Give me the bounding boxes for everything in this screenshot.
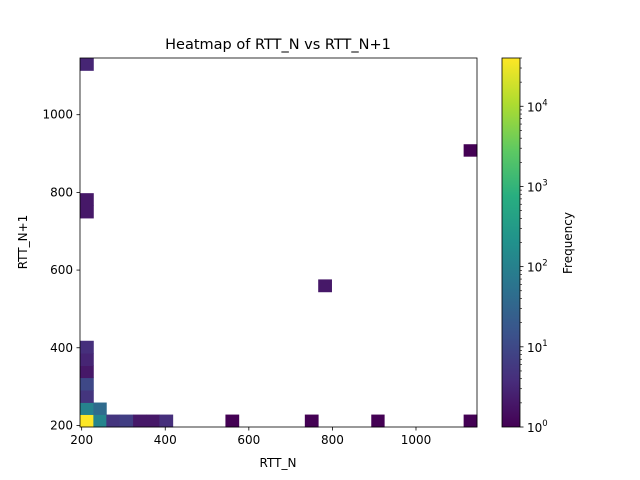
- heatmap-cell: [119, 414, 134, 428]
- y-tick-label: 400: [50, 341, 73, 355]
- heatmap-cell: [93, 414, 107, 428]
- heatmap-cell: [225, 414, 240, 428]
- heatmap-cell: [463, 144, 478, 157]
- x-tick-label: 600: [237, 433, 260, 447]
- y-axis-label: RTT_N+1: [16, 215, 30, 270]
- colorbar-label: Frequency: [561, 212, 575, 274]
- x-tick-label: 1000: [401, 433, 432, 447]
- heatmap-cell: [80, 58, 94, 71]
- heatmap-cell: [80, 340, 94, 354]
- chart-title: Heatmap of RTT_N vs RTT_N+1: [165, 37, 391, 53]
- heatmap-cell: [93, 402, 107, 415]
- colorbar-tick-label: 102: [527, 259, 548, 275]
- heatmap-cell: [80, 205, 94, 219]
- heatmap-cells: [80, 58, 478, 428]
- colorbar-tick-label: 103: [527, 178, 548, 194]
- heatmap-cell: [80, 365, 94, 379]
- colorbar-tick-label: 104: [527, 98, 548, 114]
- heatmap-cell: [80, 402, 94, 415]
- x-tick-label: 200: [70, 433, 93, 447]
- plot-frame: [79, 57, 478, 428]
- heatmap-cell: [106, 414, 121, 428]
- colorbar: 100 101 102 103 104 Frequency: [501, 57, 575, 435]
- x-axis-label: RTT_N: [260, 456, 297, 470]
- y-tick-label: 800: [50, 185, 73, 199]
- y-tick-label: 200: [50, 418, 73, 432]
- heatmap-cell: [133, 414, 147, 428]
- y-axis-ticks: 200 400 600 800 1000: [42, 108, 80, 432]
- x-tick-label: 800: [321, 433, 344, 447]
- x-tick-label: 400: [154, 433, 177, 447]
- heatmap-cell: [146, 414, 160, 428]
- heatmap-cell: [371, 414, 385, 428]
- colorbar-tick-label: 100: [527, 419, 548, 435]
- plot-background: [80, 58, 477, 427]
- heatmap-cell: [463, 414, 478, 428]
- heatmap-cell: [80, 390, 94, 403]
- y-tick-label: 600: [50, 263, 73, 277]
- colorbar-tick-label: 101: [527, 339, 548, 355]
- y-tick-label: 1000: [42, 108, 73, 122]
- colorbar-ticks: 100 101 102 103 104: [520, 57, 548, 435]
- heatmap-cell: [318, 279, 332, 293]
- heatmap-cell: [80, 377, 94, 391]
- colorbar-gradient: [502, 58, 520, 427]
- heatmap-cell: [80, 193, 94, 206]
- heatmap-cell: [80, 414, 94, 428]
- x-axis-ticks: 200 400 600 800 1000: [70, 427, 431, 447]
- plot-area: [79, 57, 478, 428]
- heatmap-cell: [80, 353, 94, 367]
- heatmap-cell: [304, 414, 319, 428]
- heatmap-cell: [159, 414, 174, 428]
